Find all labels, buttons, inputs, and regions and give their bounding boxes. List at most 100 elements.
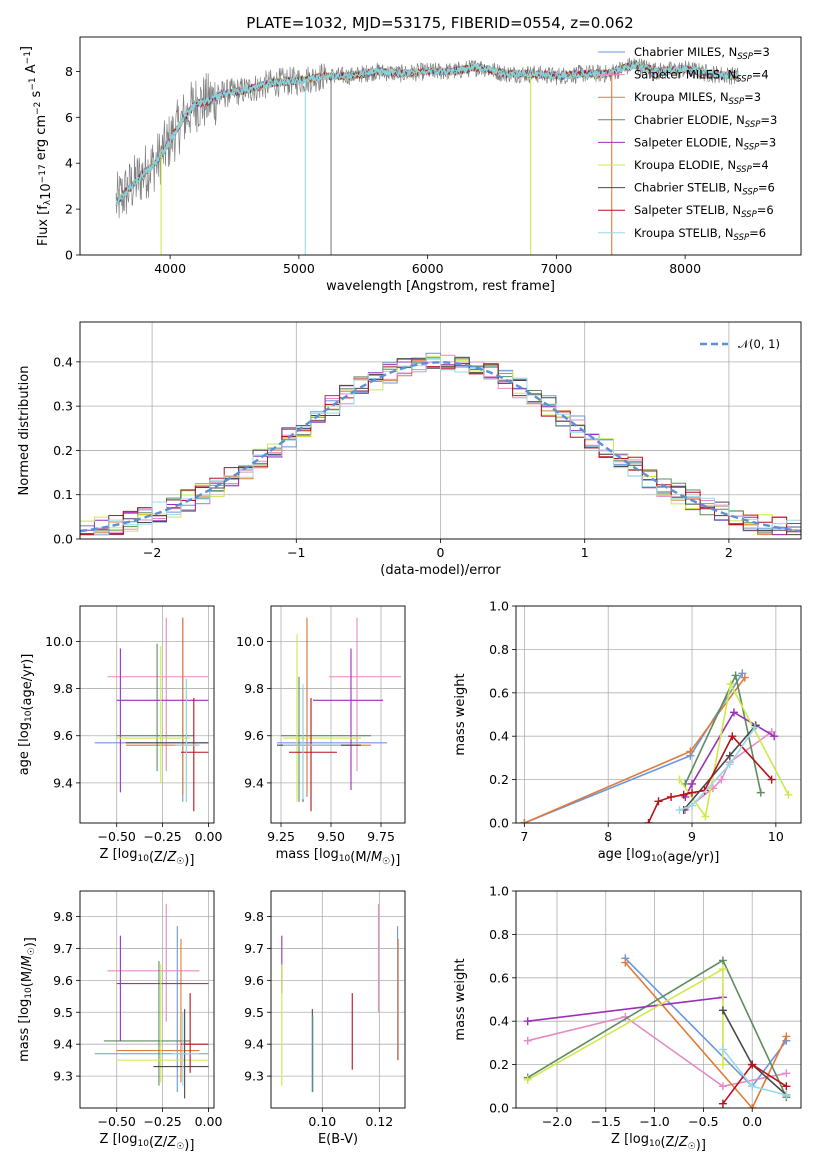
legend-label: Salpeter ELODIE, NSSP=3 — [634, 135, 776, 152]
y-tick-label: 9.3 — [244, 1069, 264, 1084]
x-tick-label: −1.5 — [591, 1114, 621, 1129]
weight-marker — [731, 671, 740, 680]
weight-marker — [767, 775, 776, 784]
weight-marker — [700, 786, 709, 795]
weight-marker — [718, 1006, 727, 1015]
y-tick-label: 9.8 — [53, 909, 73, 924]
y-tick-label: 9.7 — [244, 941, 264, 956]
y-tick-label: 9.4 — [244, 1037, 264, 1052]
legend-label: Kroupa MILES, NSSP=3 — [634, 90, 761, 107]
mass-vs-Z-ylabel: mass [log10(M/M☉)] — [17, 937, 38, 1062]
y-tick-label: 9.4 — [244, 775, 264, 790]
weight-marker — [686, 747, 695, 756]
y-tick-label: 0.2 — [53, 443, 73, 458]
weight-marker — [750, 723, 759, 732]
weight-marker — [688, 779, 697, 788]
weight-marker — [701, 812, 710, 821]
y-tick-label: 0.3 — [53, 399, 73, 414]
weight-marker — [725, 760, 734, 769]
y-tick-label: 0.6 — [489, 970, 509, 985]
x-tick-label: 8000 — [669, 261, 701, 276]
x-tick-label: 0.10 — [308, 1114, 336, 1129]
weight-marker — [748, 1104, 757, 1108]
weight-marker — [738, 669, 747, 678]
x-tick-label: −0.50 — [98, 829, 136, 844]
weight-vs-age-axes: 7 8 9 10 0.0 0.2 0.4 0.6 0.8 1.0 — [489, 599, 801, 844]
x-tick-label: 5000 — [283, 261, 315, 276]
y-tick-label: 10.0 — [236, 634, 264, 649]
x-tick-label: 0 — [437, 545, 445, 560]
weight-marker — [667, 792, 676, 801]
age-vs-mass-axes: 9.25 9.50 9.75 9.4 9.6 9.8 10.0 — [236, 606, 405, 844]
mass-vs-Z-points — [94, 903, 209, 1099]
y-tick-label: 9.6 — [53, 728, 73, 743]
spectrum-xlabel: wavelength [Angstrom, rest frame] — [326, 279, 555, 294]
mass-vs-Z-xlabel: Z [log10(Z/Z☉)] — [100, 1132, 195, 1153]
y-tick-label: 0 — [65, 248, 73, 263]
x-tick-label: −0.25 — [143, 1114, 181, 1129]
residual-hist-ylabel: Normed distribution — [17, 366, 32, 496]
weight-vs-Z-frame — [515, 890, 802, 1109]
weight-marker — [718, 1099, 727, 1108]
weight-marker — [644, 819, 653, 823]
y-tick-label: 9.6 — [244, 973, 264, 988]
normal-curve — [80, 361, 801, 533]
age-vs-mass-points — [277, 617, 401, 812]
weight-marker — [726, 680, 735, 689]
x-tick-label: 9.75 — [367, 829, 395, 844]
x-tick-label: 9 — [688, 829, 696, 844]
weight-marker — [718, 1045, 727, 1054]
x-tick-label: −2.0 — [542, 1114, 572, 1129]
weight-marker — [718, 1082, 727, 1091]
y-tick-label: 9.5 — [53, 1005, 73, 1020]
residual-hist-frame — [79, 321, 802, 540]
x-tick-label: 0.00 — [195, 829, 223, 844]
y-tick-label: 0.0 — [489, 816, 509, 831]
y-tick-label: 9.7 — [53, 941, 73, 956]
age-vs-mass-xlabel: mass [log10(M/M☉)] — [276, 847, 401, 868]
spectrum-ylabel: Flux [fλ10−17 erg cm−2 s−1 A−1] — [19, 46, 54, 246]
weight-marker — [784, 790, 793, 799]
weight-marker — [688, 801, 697, 810]
x-tick-label: 1 — [581, 545, 589, 560]
weight-marker — [729, 708, 738, 717]
y-tick-label: 9.8 — [244, 681, 264, 696]
best-model-spectrum — [115, 61, 740, 206]
weight-line — [647, 734, 773, 823]
weight-marker — [728, 732, 737, 741]
weight-line — [527, 959, 788, 1098]
mass-vs-Z-frame — [79, 890, 215, 1109]
weight-marker — [740, 673, 749, 682]
weight-marker — [782, 1082, 791, 1091]
y-tick-label: 4 — [65, 156, 73, 171]
weight-vs-Z-lines — [523, 954, 791, 1108]
x-tick-label: −0.50 — [98, 1114, 136, 1129]
weight-marker — [675, 805, 684, 814]
weight-marker — [520, 819, 529, 823]
y-tick-label: 9.8 — [53, 681, 73, 696]
weight-vs-Z-ylabel: mass weight — [453, 958, 468, 1040]
y-tick-label: 0.1 — [53, 487, 73, 502]
weight-marker — [621, 958, 630, 967]
weight-marker — [756, 788, 765, 797]
y-tick-label: 0.4 — [489, 1014, 509, 1029]
weight-marker — [523, 1017, 532, 1026]
y-tick-label: 9.6 — [244, 728, 264, 743]
y-tick-label: 9.6 — [53, 973, 73, 988]
weight-line — [684, 711, 775, 798]
x-tick-label: 10 — [768, 829, 784, 844]
y-tick-label: 0.6 — [489, 685, 509, 700]
y-tick-label: 0.0 — [489, 1101, 509, 1116]
age-vs-Z-axes: −0.50 −0.25 0.00 9.4 9.6 9.8 10.0 — [45, 606, 222, 844]
weight-marker — [675, 775, 684, 784]
age-vs-Z-points — [94, 617, 209, 812]
y-tick-label: 8 — [65, 64, 73, 79]
x-tick-label: 0.0 — [742, 1114, 762, 1129]
y-tick-label: 6 — [65, 110, 73, 125]
weight-marker — [782, 1069, 791, 1078]
weight-marker — [718, 965, 727, 974]
mass-vs-ebv-points — [281, 903, 399, 1093]
hist-legend-label: 𝒩(0, 1) — [738, 337, 780, 351]
weight-vs-age-xlabel: age [log10(age/yr)] — [598, 847, 720, 865]
age-vs-Z-ylabel: age [log10(age/yr)] — [17, 654, 35, 776]
